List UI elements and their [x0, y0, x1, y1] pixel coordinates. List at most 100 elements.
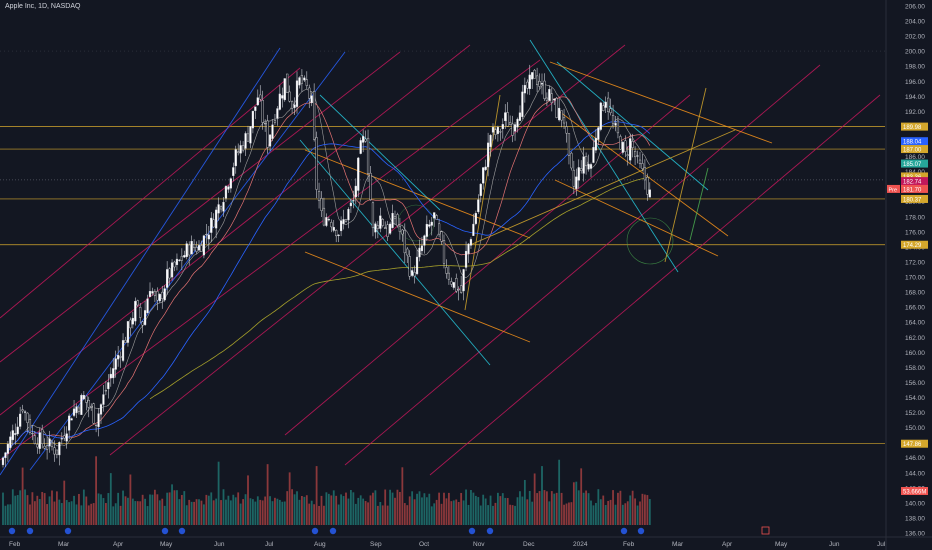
candle-body: [344, 219, 348, 222]
candle-body: [124, 339, 127, 343]
price-label-text: 147.86: [903, 442, 922, 448]
volume-bar: [195, 499, 198, 525]
trend-line: [299, 139, 491, 366]
candle-body: [359, 140, 362, 154]
candle-body: [553, 98, 556, 101]
y-tick-label: 154.00: [905, 395, 925, 402]
volume-bar: [514, 505, 516, 525]
volume-bar: [16, 495, 19, 525]
candle-body: [102, 394, 105, 405]
volume-bar: [443, 492, 445, 525]
x-tick-label: Mar: [58, 541, 70, 548]
volume-bar: [565, 503, 568, 525]
candle-body: [381, 219, 384, 226]
volume-bar: [511, 505, 514, 525]
volume-bar: [161, 498, 164, 525]
candle-body: [55, 449, 58, 455]
volume-bar: [435, 499, 438, 525]
volume-bar: [131, 498, 134, 525]
price-label-text: 181.70: [903, 187, 922, 193]
candle-body: [450, 281, 453, 285]
volume-bar: [163, 505, 166, 525]
y-tick-label: 166.00: [905, 305, 925, 312]
volume-bar: [222, 489, 225, 525]
candle-body: [477, 199, 480, 213]
volume-bar: [308, 503, 311, 525]
volume-bar: [2, 492, 4, 525]
trend-line: [319, 94, 441, 211]
y-tick-label: 160.00: [905, 350, 925, 357]
volume-bar: [592, 505, 595, 525]
candle-body: [58, 442, 61, 456]
candle-body: [131, 317, 134, 325]
candle-body: [219, 206, 223, 210]
candle-body: [543, 80, 546, 99]
candle-body: [435, 215, 438, 220]
candle-body: [261, 100, 264, 123]
candle-body: [384, 227, 387, 229]
price-label-text: 189.98: [903, 125, 922, 131]
candle-body: [494, 129, 497, 135]
moving-average-line: [149, 176, 650, 400]
volume-bar: [26, 495, 29, 525]
volume-bar: [560, 492, 563, 525]
volume-bar: [489, 495, 492, 525]
volume-bar: [269, 496, 271, 525]
candle-body: [352, 200, 355, 202]
y-tick-label: 168.00: [905, 290, 925, 297]
candle-body: [38, 432, 41, 449]
volume-bar: [340, 494, 342, 525]
candle-body: [548, 89, 551, 101]
candle-body: [489, 135, 492, 147]
candle-body: [464, 250, 468, 268]
volume-bar: [298, 499, 301, 525]
volume-bar: [381, 505, 384, 525]
volume-bar: [609, 499, 612, 525]
volume-bar: [455, 499, 458, 525]
volume-bar: [590, 500, 592, 525]
candle-body: [185, 243, 188, 257]
volume-bar: [474, 495, 477, 525]
candle-body: [634, 151, 637, 158]
candle-body: [46, 445, 49, 450]
candle-body: [264, 123, 267, 125]
candle-body: [452, 282, 455, 288]
candle-body: [156, 291, 159, 301]
volume-bar: [577, 490, 580, 525]
y-tick-label: 156.00: [905, 380, 925, 387]
time-axis[interactable]: Feb Mar Apr May Jun Jul Aug Sep Oct Nov Dec 2024 Feb…: [9, 541, 886, 548]
moving-average-line: [2, 96, 651, 459]
volume-bar: [51, 490, 53, 525]
volume-bar: [354, 503, 357, 525]
volume-bar: [406, 505, 409, 525]
candle-body: [109, 373, 112, 379]
candle-body: [295, 80, 299, 107]
candle-body: [342, 219, 345, 225]
trend-line: [664, 87, 707, 263]
candle-body: [65, 433, 68, 442]
x-tick-label: Jul: [877, 541, 886, 548]
price-axis[interactable]: 206.00 204.00 202.00 200.00 198.00 196.00 194.…: [905, 4, 925, 538]
candle-body: [631, 141, 634, 148]
volume-bar: [301, 495, 303, 525]
candle-body: [266, 120, 269, 148]
candle-body: [205, 233, 208, 236]
volume-bar: [227, 495, 230, 525]
trend-line: [689, 167, 709, 241]
candle-body: [92, 403, 95, 424]
volume-bar: [107, 493, 110, 525]
x-tick-label: Apr: [722, 541, 733, 548]
volume-bar: [641, 493, 644, 525]
volume-bar: [359, 495, 362, 525]
candle-body: [455, 278, 458, 292]
candle-body: [224, 185, 228, 199]
volume-bar: [631, 490, 634, 525]
candle-body: [386, 224, 389, 237]
candle-body: [158, 293, 161, 302]
candle-body: [550, 93, 553, 104]
x-tick-label: Dec: [523, 541, 535, 548]
volume-bar: [24, 489, 26, 525]
volume-bar: [33, 501, 36, 525]
candle-body: [256, 97, 259, 106]
